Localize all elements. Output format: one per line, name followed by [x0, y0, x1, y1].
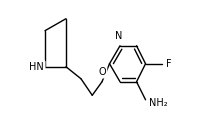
Text: F: F — [166, 59, 172, 69]
Text: N: N — [115, 31, 122, 41]
Text: O: O — [98, 67, 106, 77]
Text: HN: HN — [29, 62, 44, 72]
Text: NH₂: NH₂ — [149, 98, 168, 108]
